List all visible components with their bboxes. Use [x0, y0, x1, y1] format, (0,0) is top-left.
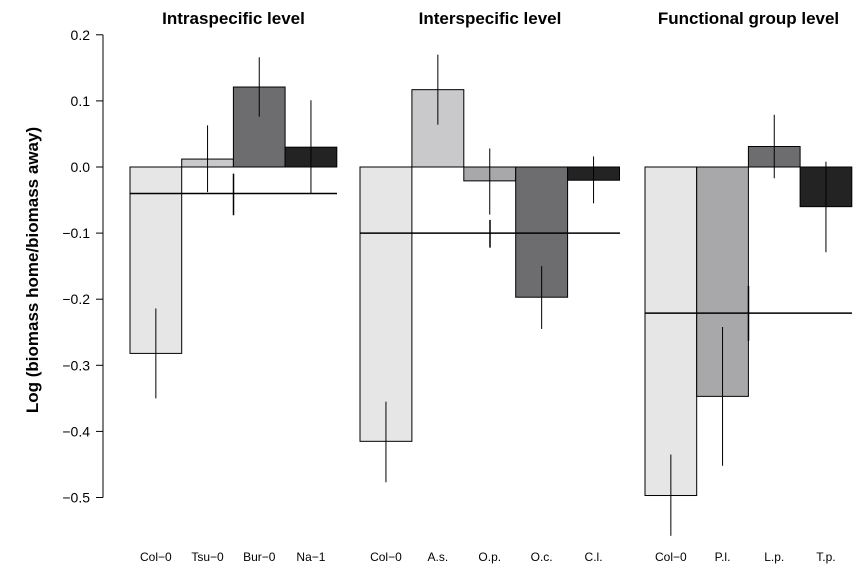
panel-3: Functional group level Col−0 P.l. L.p. T.p. — [644, 9, 853, 564]
y-tick-label: 0.0 — [71, 159, 91, 175]
y-tick-label: −0.1 — [62, 225, 90, 241]
y-axis-label: Log (biomass home/biomass away) — [23, 127, 42, 413]
y-tick-label: −0.2 — [62, 291, 90, 307]
y-tick-label: −0.3 — [62, 357, 90, 373]
category-label: Na−1 — [296, 550, 325, 564]
bar — [359, 166, 413, 442]
y-tick-label: 0.1 — [71, 93, 91, 109]
category-label: C.l. — [585, 550, 603, 564]
bar — [644, 166, 698, 497]
y-axis: −0.5 −0.4 −0.3 −0.2 −0.1 0.0 0.1 0.2 — [62, 27, 104, 506]
panel-title: Intraspecific level — [162, 9, 305, 28]
category-label: Col−0 — [655, 550, 687, 564]
y-tick-label: 0.2 — [71, 27, 91, 43]
y-tick-label: −0.5 — [62, 490, 90, 506]
category-label: O.p. — [478, 550, 501, 564]
category-label: L.p. — [764, 550, 784, 564]
category-label: Tsu−0 — [191, 550, 224, 564]
category-label: A.s. — [428, 550, 449, 564]
panel-1: Intraspecific level Col−0 Tsu−0 Bur−0 Na−1 — [129, 9, 338, 564]
category-label: P.l. — [715, 550, 731, 564]
panel-title: Interspecific level — [419, 9, 562, 28]
category-label: Bur−0 — [243, 550, 276, 564]
panel-title: Functional group level — [658, 9, 839, 28]
panel-2: Interspecific level Col−0 A.s. O.p. O.c. C.l. — [359, 9, 620, 564]
category-label: T.p. — [816, 550, 835, 564]
y-tick-label: −0.4 — [62, 423, 90, 439]
category-label: O.c. — [531, 550, 553, 564]
category-label: Col−0 — [370, 550, 402, 564]
category-label: Col−0 — [140, 550, 172, 564]
